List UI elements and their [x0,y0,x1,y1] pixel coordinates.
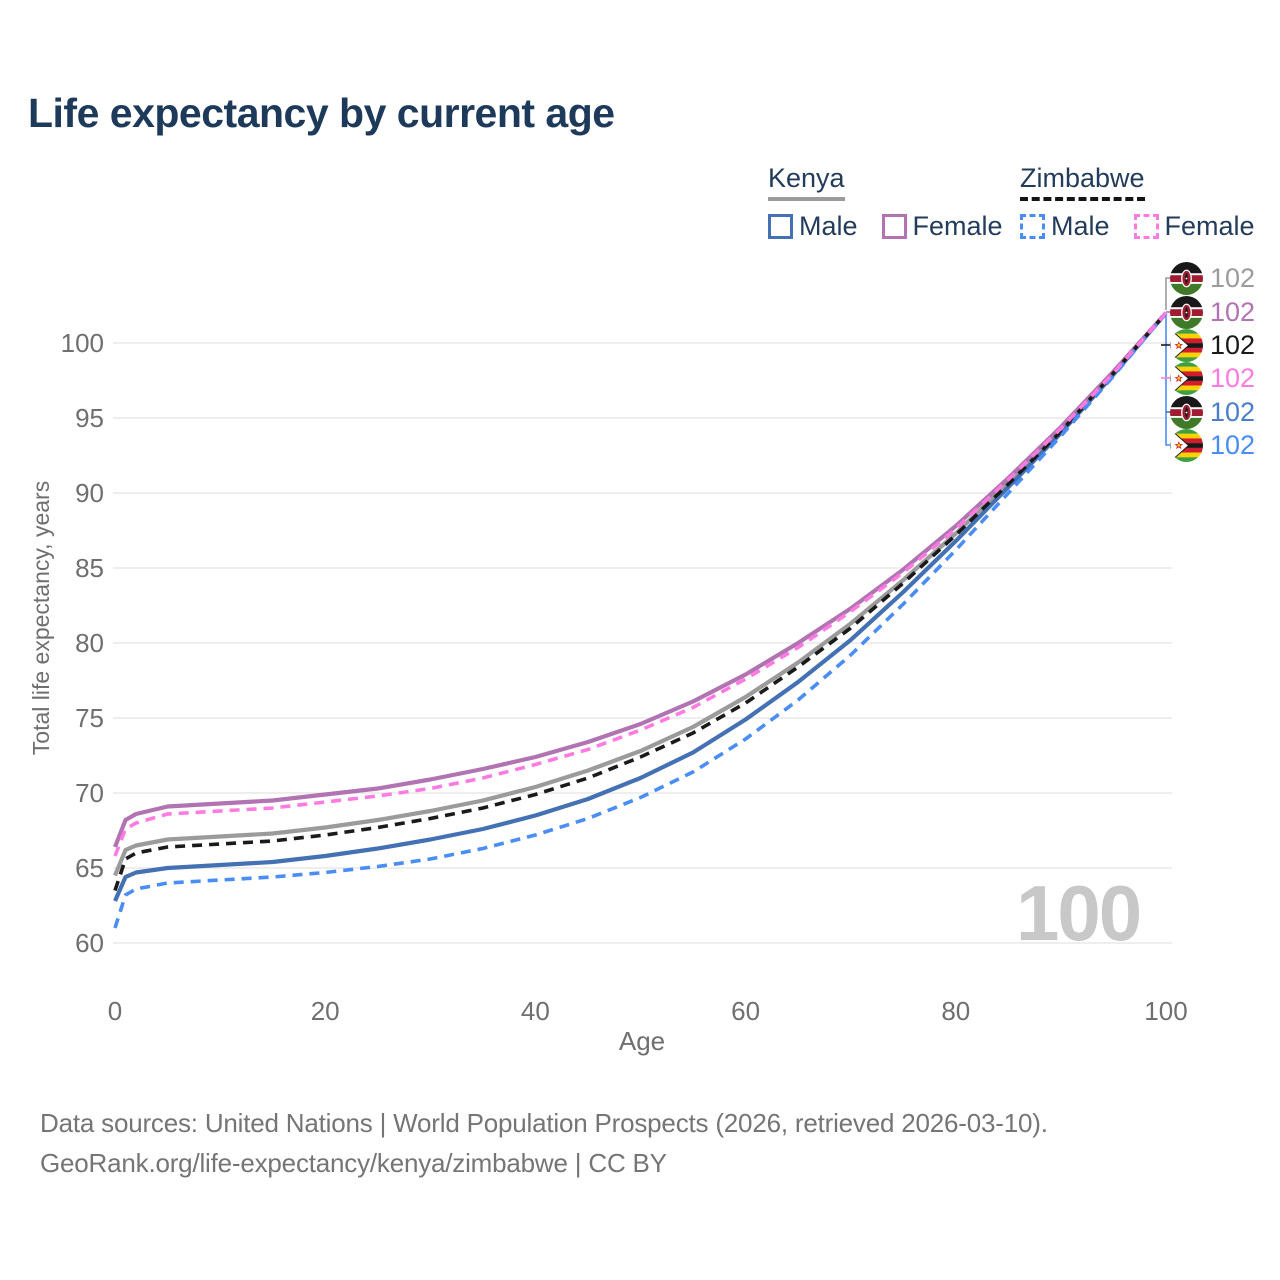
y-tick-label-90: 90 [75,478,104,508]
end-label-value: 102 [1210,329,1256,360]
legend-item-kenya-female[interactable]: Female [881,211,1003,242]
x-tick-label-60: 60 [731,996,761,1026]
legend-item-kenya-male[interactable]: Male [768,211,858,242]
x-axis-title: Age [618,1026,666,1056]
series-line-zimbabwe-female[interactable] [113,311,1168,857]
legend-items-kenya: Male Female [768,211,1003,242]
kenya-flag-icon [1170,261,1203,295]
series-line-kenya[interactable] [113,311,1168,877]
solid-line-swatch-icon [768,214,793,239]
x-tick-label-20: 20 [310,996,340,1026]
end-label-row: 102 [1170,395,1256,429]
solid-line-swatch-icon [881,214,907,239]
zimbabwe-flag-icon [1170,328,1203,362]
end-label-row: 102 [1170,261,1256,295]
y-tick-label-95: 95 [75,403,104,433]
end-label-value: 102 [1210,296,1256,327]
end-label-row: 102 [1170,295,1256,329]
x-tick-label-100: 100 [1144,996,1188,1026]
y-tick-label-85: 85 [75,553,104,583]
leader-line [1165,277,1171,310]
kenya-flag-icon [1170,295,1203,329]
y-axis-title: Total life expectancy, years [28,480,54,756]
x-tick-label-0: 0 [107,996,123,1026]
end-label-row: 102 [1170,428,1256,462]
y-tick-label-75: 75 [75,703,104,733]
page-title: Life expectancy by current age [28,90,615,136]
series-line-zimbabwe[interactable] [113,311,1168,892]
legend-country-zimbabwe[interactable]: Zimbabwe [1020,163,1145,201]
end-label-row: 102 [1170,328,1256,362]
end-label-row: 102 [1170,361,1256,395]
legend-country-kenya[interactable]: Kenya [768,163,845,201]
footer-attribution: GeoRank.org/life-expectancy/kenya/zimbab… [40,1148,667,1178]
hover-age-indicator: 100 [1016,869,1142,957]
legend-group-zimbabwe: Zimbabwe Male Female [1020,163,1255,242]
x-tick-label-80: 80 [941,996,971,1026]
leader-line [1165,315,1171,446]
series-line-zimbabwe-male[interactable] [113,311,1168,929]
series-line-kenya-male[interactable] [113,311,1168,902]
series-line-kenya-female[interactable] [113,311,1168,848]
end-label-value: 102 [1210,429,1256,460]
legend-items-zimbabwe: Male Female [1020,211,1255,242]
legend-item-label: Female [1164,211,1255,241]
zimbabwe-flag-icon [1170,361,1203,395]
legend-item-zimbabwe-female[interactable]: Female [1133,211,1255,242]
zimbabwe-flag-icon [1170,428,1203,462]
y-tick-label-100: 100 [60,328,104,358]
end-label-value: 102 [1210,262,1256,293]
legend-item-label: Female [912,211,1003,241]
end-label-value: 102 [1210,362,1256,393]
y-tick-label-70: 70 [75,778,104,808]
y-tick-label-65: 65 [75,853,104,883]
y-tick-label-60: 60 [75,928,104,958]
y-tick-label-80: 80 [75,628,104,658]
legend-group-kenya: Kenya Male Female [768,163,1003,242]
end-label-value: 102 [1210,396,1256,427]
legend-item-zimbabwe-male[interactable]: Male [1020,211,1110,242]
dashed-line-swatch-icon [1133,214,1159,239]
footer-data-sources: Data sources: United Nations | World Pop… [40,1108,1048,1138]
legend-item-label: Male [1051,211,1110,241]
dashed-line-swatch-icon [1020,214,1045,239]
kenya-flag-icon [1170,395,1203,429]
legend-item-label: Male [799,211,858,241]
x-tick-label-40: 40 [520,996,550,1026]
